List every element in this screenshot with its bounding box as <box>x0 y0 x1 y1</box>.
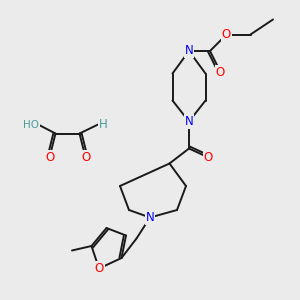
Text: HO: HO <box>23 119 40 130</box>
Text: O: O <box>45 151 54 164</box>
Text: O: O <box>204 151 213 164</box>
Text: N: N <box>184 115 194 128</box>
Text: O: O <box>222 28 231 41</box>
Text: O: O <box>81 151 90 164</box>
Text: O: O <box>216 65 225 79</box>
Text: O: O <box>94 262 103 275</box>
Text: N: N <box>146 211 154 224</box>
Text: H: H <box>99 118 108 131</box>
Text: N: N <box>184 44 194 58</box>
